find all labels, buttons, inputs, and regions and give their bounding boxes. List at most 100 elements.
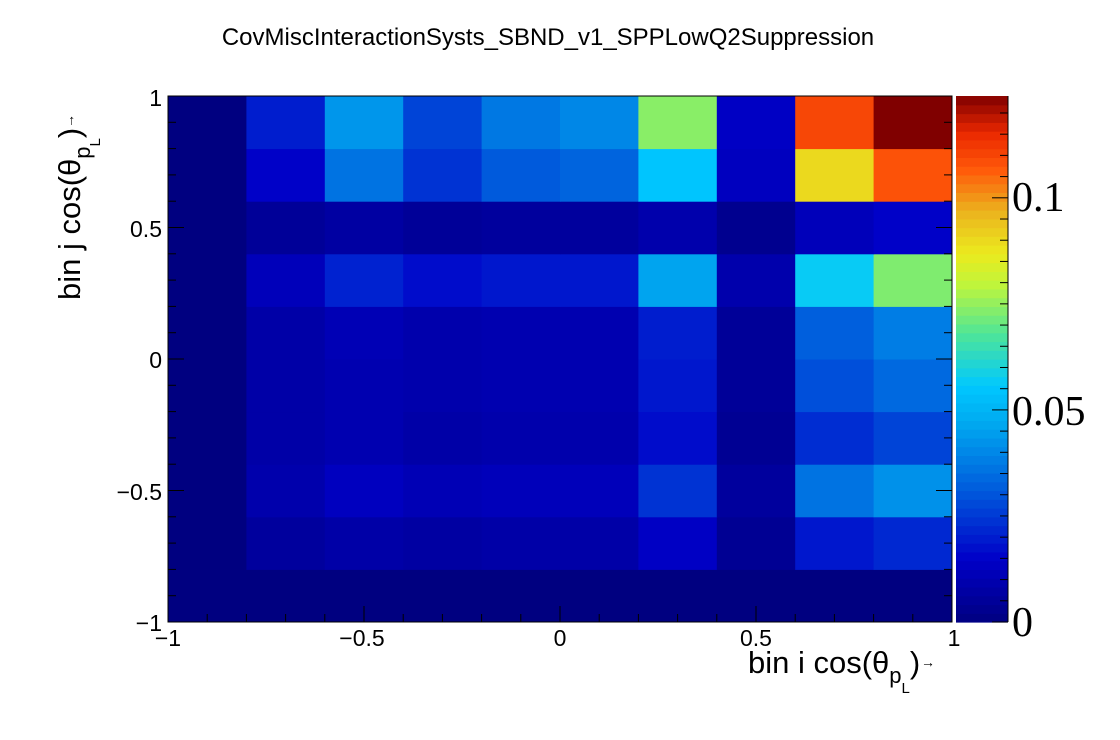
heatmap-cell bbox=[168, 569, 247, 623]
heatmap-cell bbox=[168, 148, 247, 202]
y-axis-title-subsub: L bbox=[87, 138, 104, 146]
heatmap-cell bbox=[246, 96, 326, 150]
heatmap-cell bbox=[716, 359, 796, 413]
palette-band bbox=[956, 446, 1008, 457]
palette-band bbox=[956, 376, 1008, 386]
palette-band bbox=[956, 402, 1008, 413]
heatmap-cells bbox=[168, 96, 953, 623]
heatmap-cell bbox=[560, 516, 639, 570]
heatmap-cell bbox=[560, 464, 639, 518]
heatmap-cell bbox=[795, 253, 875, 307]
palette-tick-label: 0.05 bbox=[1012, 389, 1086, 435]
heatmap-cell bbox=[324, 253, 404, 307]
x-tick-label: 1 bbox=[948, 625, 961, 651]
heatmap-cell bbox=[716, 96, 796, 150]
heatmap-cell bbox=[481, 359, 561, 413]
axis-ticks bbox=[167, 95, 953, 623]
palette-band bbox=[956, 245, 1008, 255]
palette-band bbox=[956, 481, 1008, 492]
heatmap-cell bbox=[324, 148, 404, 202]
palette-band bbox=[956, 96, 1008, 106]
x-tick-label: 0 bbox=[554, 625, 567, 651]
heatmap-cell bbox=[168, 253, 247, 307]
palette-band bbox=[956, 394, 1008, 404]
heatmap-cell bbox=[716, 253, 796, 307]
heatmap-cell bbox=[324, 359, 404, 413]
palette-band bbox=[956, 560, 1008, 570]
heatmap-cell bbox=[873, 96, 953, 150]
palette-band bbox=[956, 613, 1008, 623]
heatmap-cell bbox=[403, 359, 483, 413]
heatmap-cell bbox=[481, 201, 561, 255]
palette-band bbox=[956, 201, 1008, 211]
heatmap-cell bbox=[324, 306, 404, 360]
x-axis-title-subsub: L bbox=[902, 680, 910, 697]
palette-band bbox=[956, 236, 1008, 246]
palette-band bbox=[956, 455, 1008, 465]
palette-band bbox=[956, 183, 1008, 194]
heatmap-cell bbox=[324, 201, 404, 255]
palette-band bbox=[956, 227, 1008, 237]
heatmap-cell bbox=[481, 411, 561, 465]
palette-band bbox=[956, 148, 1008, 158]
palette-tick-label: 0 bbox=[1012, 600, 1033, 646]
heatmap-cell bbox=[716, 148, 796, 202]
svg-text:bin i cos(θpL): bin i cos(θpL) bbox=[748, 645, 920, 697]
heatmap-cell bbox=[246, 148, 326, 202]
heatmap-cell bbox=[638, 201, 718, 255]
heatmap-cell bbox=[560, 359, 639, 413]
palette-band bbox=[956, 437, 1008, 448]
heatmap-cell bbox=[246, 411, 326, 465]
heatmap-cell bbox=[638, 464, 718, 518]
heatmap-cell bbox=[246, 359, 326, 413]
palette-band bbox=[956, 420, 1008, 430]
palette-band bbox=[956, 192, 1008, 202]
heatmap-cell bbox=[716, 306, 796, 360]
palette-band bbox=[956, 280, 1008, 290]
heatmap-cell bbox=[638, 359, 718, 413]
heatmap-cell bbox=[795, 96, 875, 150]
x-axis-title-sub: p bbox=[889, 663, 901, 688]
palette-band bbox=[956, 218, 1008, 229]
y-axis-title-sub: p bbox=[70, 146, 95, 158]
heatmap-cell bbox=[403, 464, 483, 518]
heatmap-cell bbox=[324, 96, 404, 150]
vector-arrow-icon: → bbox=[921, 654, 935, 670]
palette-band bbox=[956, 385, 1008, 395]
heatmap-cell bbox=[324, 411, 404, 465]
x-tick-label: −1 bbox=[155, 625, 181, 651]
palette-band bbox=[956, 551, 1008, 562]
heatmap-cell bbox=[795, 201, 875, 255]
palette-band bbox=[956, 262, 1008, 272]
heatmap-cell bbox=[638, 516, 718, 570]
y-tick-label: 0.5 bbox=[130, 216, 162, 242]
palette-band bbox=[956, 508, 1008, 518]
palette-tick-label: 0.1 bbox=[1012, 175, 1065, 221]
heatmap-cell bbox=[403, 306, 483, 360]
heatmap-cell bbox=[403, 569, 483, 623]
heatmap-cell bbox=[560, 253, 639, 307]
palette-band bbox=[956, 122, 1008, 132]
palette-band bbox=[956, 367, 1008, 378]
heatmap-cell bbox=[873, 516, 953, 570]
heatmap-cell bbox=[560, 148, 639, 202]
svg-text:bin j cos(θpL): bin j cos(θpL) bbox=[52, 128, 104, 300]
palette-band bbox=[956, 429, 1008, 439]
heatmap-cell bbox=[403, 148, 483, 202]
x-axis-title: bin i cos(θpL) → bbox=[748, 645, 935, 697]
palette-band bbox=[956, 472, 1008, 483]
heatmap-cell bbox=[481, 569, 561, 623]
palette-band bbox=[956, 157, 1008, 167]
palette-band bbox=[956, 604, 1008, 614]
heatmap-cell bbox=[716, 516, 796, 570]
palette-band bbox=[956, 411, 1008, 421]
heatmap-cell bbox=[168, 96, 247, 150]
heatmap-cell bbox=[795, 306, 875, 360]
heatmap-cell bbox=[168, 359, 247, 413]
heatmap-cell bbox=[246, 253, 326, 307]
heatmap-cell bbox=[168, 411, 247, 465]
palette-band bbox=[956, 341, 1008, 351]
heatmap-cell bbox=[481, 516, 561, 570]
palette-band bbox=[956, 332, 1008, 343]
